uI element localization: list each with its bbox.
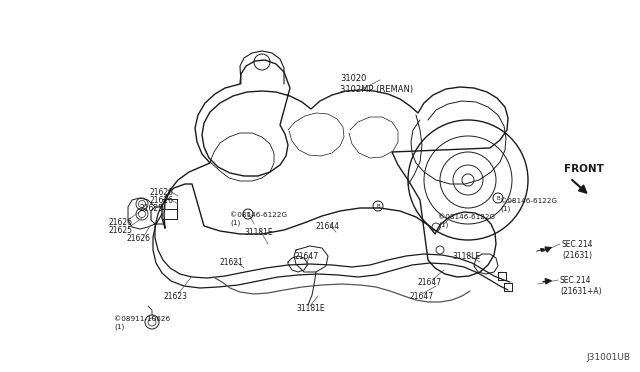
Text: 21626: 21626 [126, 234, 150, 243]
FancyArrowPatch shape [537, 248, 544, 251]
Text: 31181E: 31181E [244, 228, 273, 237]
Text: B: B [376, 203, 380, 208]
Text: SEC.214
(21631): SEC.214 (21631) [562, 240, 593, 260]
Text: ©08146-6122G
(1): ©08146-6122G (1) [438, 214, 495, 228]
Text: 21626: 21626 [108, 218, 132, 227]
Text: ©08911-10626
(1): ©08911-10626 (1) [114, 316, 170, 330]
Text: J31001UB: J31001UB [586, 353, 630, 362]
Text: 21647: 21647 [418, 278, 442, 287]
Text: B: B [246, 212, 250, 217]
Text: ©08146-6122G
(1): ©08146-6122G (1) [230, 212, 287, 226]
Text: 21625: 21625 [140, 204, 164, 213]
Text: 21644: 21644 [316, 222, 340, 231]
Text: SEC.214
(21631+A): SEC.214 (21631+A) [560, 276, 602, 296]
Text: 21647: 21647 [295, 252, 319, 261]
Text: B: B [496, 196, 500, 201]
Text: 3118LE: 3118LE [452, 252, 480, 261]
Text: 21626: 21626 [150, 188, 174, 197]
Text: 21621: 21621 [220, 258, 244, 267]
Text: FRONT: FRONT [564, 164, 604, 174]
Text: 21625: 21625 [108, 226, 132, 235]
Text: 21647: 21647 [410, 292, 434, 301]
Text: 21623: 21623 [164, 292, 188, 301]
Text: ©08146-6122G
(1): ©08146-6122G (1) [500, 198, 557, 212]
Text: 31181E: 31181E [296, 304, 324, 313]
Text: 31020
3102MP (REMAN): 31020 3102MP (REMAN) [340, 74, 413, 94]
Text: 21626: 21626 [150, 196, 174, 205]
